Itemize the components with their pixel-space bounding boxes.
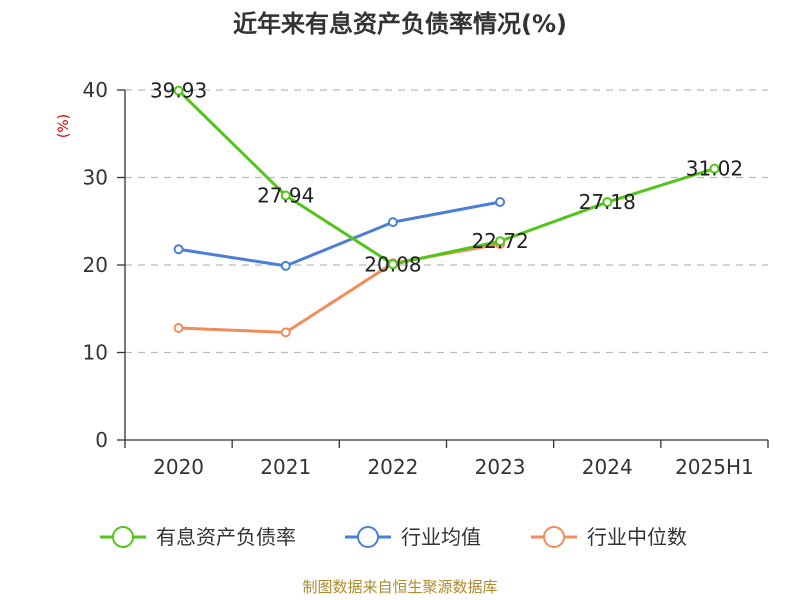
series-industry-median (173, 239, 506, 338)
axes: 0 10 20 30 40 2020 2021 2022 2023 2024 2025H1 (83, 78, 769, 479)
data-point (495, 197, 506, 207)
x-tick-label: 2025H1 (675, 455, 754, 479)
data-label: 31.02 (686, 157, 743, 181)
y-tick-label: 0 (95, 428, 108, 452)
legend-label: 行业中位数 (587, 525, 687, 549)
data-point (280, 260, 291, 271)
data-label: 20.08 (364, 252, 421, 276)
grid-lines (125, 89, 768, 354)
x-tick-label: 2020 (153, 455, 204, 479)
y-axis-unit-label: (%) (56, 114, 72, 138)
data-point (280, 190, 291, 201)
data-point (709, 163, 720, 174)
legend-label: 有息资产负债率 (156, 525, 296, 549)
source-note: 制图数据来自恒生聚源数据库 (302, 578, 497, 596)
data-label: 39.93 (150, 79, 207, 103)
data-point (387, 259, 398, 270)
x-tick-label: 2022 (367, 455, 418, 479)
x-tick-label: 2024 (582, 455, 633, 479)
x-tick-label: 2021 (260, 455, 311, 479)
data-point (602, 197, 613, 208)
x-tick-label: 2023 (475, 455, 526, 479)
legend-label: 行业均值 (401, 525, 481, 549)
y-tick-label: 40 (83, 78, 108, 102)
legend-item: 有息资产负债率 (100, 525, 296, 549)
data-point (173, 244, 184, 255)
data-label: 22.72 (471, 229, 528, 253)
data-point (173, 323, 184, 333)
data-point (173, 85, 184, 96)
legend-marker (543, 526, 565, 548)
chart-title: 近年来有息资产负债率情况(%) (233, 10, 567, 38)
series-industry-average (173, 197, 506, 271)
legend-marker (112, 526, 134, 548)
data-point (495, 236, 506, 247)
data-label: 27.18 (579, 190, 636, 214)
y-tick-label: 20 (83, 253, 108, 277)
data-point (280, 327, 291, 338)
series-interest-bearing-debt-ratio: 39.93 27.94 20.08 22.72 27.18 31.02 (150, 79, 743, 277)
legend-item: 行业均值 (345, 525, 481, 549)
y-tick-label: 30 (83, 166, 108, 190)
series-line (177, 89, 715, 266)
series-group: 39.93 27.94 20.08 22.72 27.18 31.02 (150, 79, 743, 338)
legend-item: 行业中位数 (531, 525, 687, 549)
legend: 有息资产负债率 行业均值 行业中位数 (100, 525, 687, 549)
series-line (178, 200, 501, 268)
data-label: 27.94 (257, 184, 314, 208)
data-point (387, 217, 398, 228)
legend-marker (357, 526, 379, 548)
y-tick-label: 10 (83, 341, 108, 365)
